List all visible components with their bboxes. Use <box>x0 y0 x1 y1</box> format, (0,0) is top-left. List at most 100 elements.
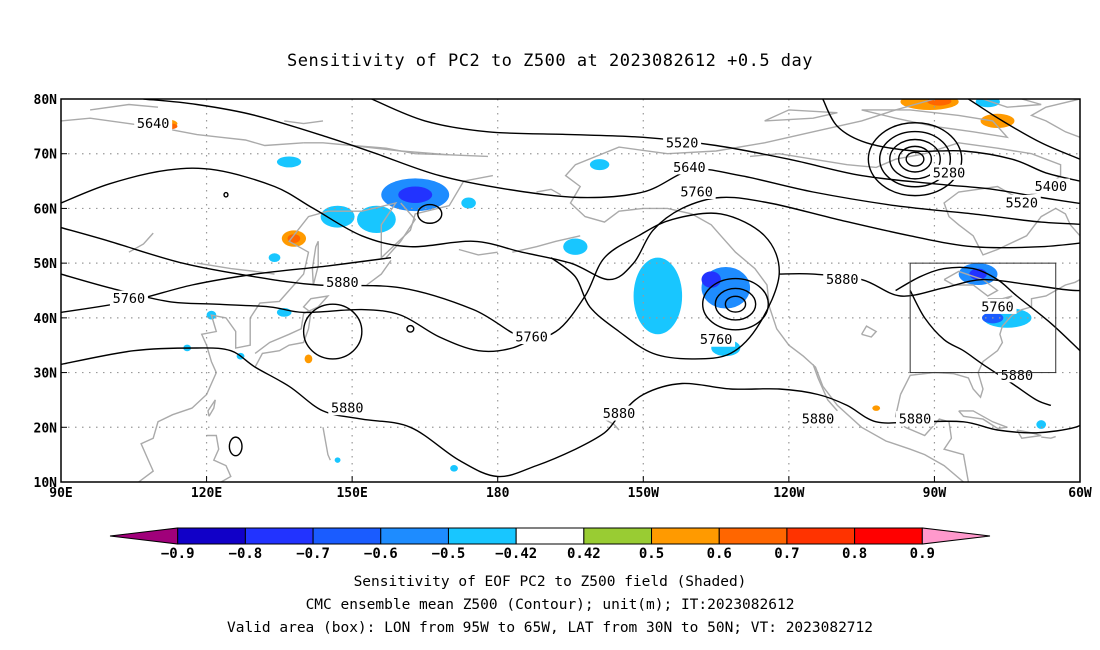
lat-tick-label: 20N <box>34 421 58 436</box>
coastline-segment <box>128 232 154 253</box>
contour-label-bg <box>978 298 1017 314</box>
coastline-segment <box>1041 435 1056 439</box>
coastline-segment <box>61 117 304 147</box>
coastline-segment <box>284 120 324 125</box>
caption-line-2: CMC ensemble mean Z500 (Contour); unit(m… <box>305 597 795 613</box>
lon-tick-label: 60W <box>1068 486 1092 501</box>
colorbar-tick-label: 0.9 <box>910 546 935 562</box>
colorbar-tick-label: 0.7 <box>774 546 799 562</box>
contour-label: 5880 <box>331 401 364 417</box>
coastline-segment <box>894 394 970 482</box>
coastline-segment <box>536 188 562 196</box>
coastline-segment <box>982 99 1042 108</box>
lon-tick-label: 150E <box>336 486 367 501</box>
coastline-segment <box>564 99 964 482</box>
colorbar-tick-label: 0.6 <box>707 546 732 562</box>
closed-contour <box>724 295 747 313</box>
sensitivity-patch <box>334 457 341 463</box>
z500-contours <box>61 99 1080 478</box>
sensitivity-patch <box>356 205 396 234</box>
colorbar-tick-label: −0.5 <box>432 546 466 562</box>
lat-lon-grid <box>61 99 1080 482</box>
contour-label: 5880 <box>603 406 636 422</box>
closed-contour <box>897 145 933 173</box>
colorbar-segment <box>651 527 720 545</box>
lon-tick-label: 90E <box>49 486 72 501</box>
colorbar-segment <box>515 527 585 545</box>
contour-line <box>61 167 1080 281</box>
lon-tick-label: 90W <box>923 486 947 501</box>
contour-label: 5880 <box>802 412 835 428</box>
sensitivity-patch <box>268 253 281 263</box>
contour-line <box>61 273 547 353</box>
sensitivity-patch <box>980 113 1015 128</box>
closed-contour <box>417 203 443 224</box>
contour-label: 5760 <box>515 330 548 346</box>
coastlines <box>61 99 1080 482</box>
map-frame <box>60 98 1081 483</box>
contour-line <box>61 347 1080 478</box>
sensitivity-patch <box>927 99 952 106</box>
colorbar-tick-label: 0.8 <box>842 546 867 562</box>
contour-label-bg <box>1031 178 1070 194</box>
contour-label-bg <box>823 271 862 287</box>
coastline-segment <box>512 235 581 253</box>
contour-label-bg <box>697 331 736 347</box>
lon-tick-label: 180 <box>486 486 510 501</box>
contour-label-bg <box>600 405 639 421</box>
contour-label-bg <box>109 290 148 306</box>
contour-line <box>143 99 1080 225</box>
sensitivity-patch <box>563 238 588 255</box>
contour-label-bg <box>896 411 935 427</box>
coastline-segment <box>90 103 159 111</box>
coastline-segment <box>322 427 331 461</box>
colorbar-tick-label: −0.9 <box>161 546 195 562</box>
contour-line <box>822 99 1080 182</box>
closed-contour <box>878 130 952 188</box>
contour-label-bg <box>670 159 709 175</box>
contour-line <box>909 290 1052 407</box>
colorbar-tick-label: 0.42 <box>567 546 601 562</box>
coastline-segment <box>749 142 1080 399</box>
sensitivity-patch <box>589 159 610 171</box>
contour-label: 5520 <box>1006 195 1039 211</box>
contour-label: 5760 <box>981 299 1014 315</box>
contour-label: 5400 <box>1035 179 1068 195</box>
contour-label-bg <box>1002 194 1041 210</box>
colorbar-segment <box>583 527 653 545</box>
caption-line-1: Sensitivity of EOF PC2 to Z500 field (Sh… <box>353 574 747 590</box>
coastline-segment <box>812 364 838 412</box>
sensitivity-patch <box>461 197 476 209</box>
coastline-segment <box>207 399 216 417</box>
closed-contour <box>223 191 229 198</box>
contour-label-bg <box>798 411 837 427</box>
lat-tick-label: 80N <box>34 93 58 108</box>
lat-tick-label: 60N <box>34 202 58 217</box>
contour-label-bg <box>677 184 716 200</box>
coastline-segment <box>1016 429 1042 439</box>
contour-label: 5640 <box>137 116 170 132</box>
colorbar-tick-label: −0.6 <box>364 546 398 562</box>
lon-tick-label: 150W <box>628 486 659 501</box>
colorbar-segment <box>109 527 179 545</box>
coastline-segment <box>968 481 970 482</box>
lat-tick-label: 50N <box>34 257 58 272</box>
caption-line-3: Valid area (box): LON from 95W to 65W, L… <box>226 620 873 636</box>
closed-contour <box>905 151 925 167</box>
contour-label-bg <box>663 134 702 150</box>
contour-label: 5760 <box>700 332 733 348</box>
lat-tick-label: 10N <box>34 476 58 491</box>
colorbar-segment <box>447 527 517 545</box>
contour-label: 5640 <box>673 160 706 176</box>
contour-label-bg <box>323 274 362 290</box>
colorbar-segment <box>312 527 382 545</box>
contour-label-bg <box>328 400 367 416</box>
coastline-segment <box>958 410 1008 430</box>
contour-label-bg <box>929 164 968 180</box>
contour-label: 5880 <box>1001 368 1034 384</box>
contour-label: 5880 <box>899 412 932 428</box>
sensitivity-patch <box>633 257 683 335</box>
contour-line <box>968 99 1080 160</box>
